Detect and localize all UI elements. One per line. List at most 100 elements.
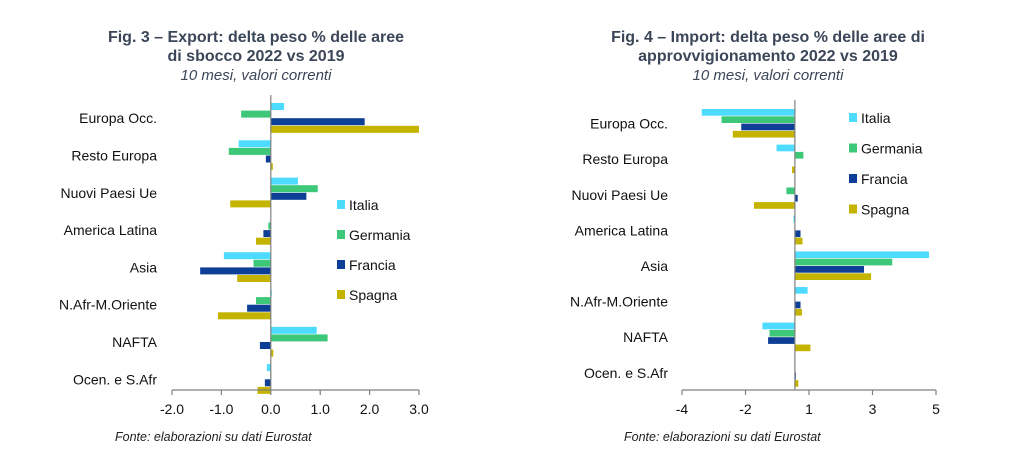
bar-spagna <box>794 237 803 245</box>
bar-italia <box>270 326 317 334</box>
title-line-1: Fig. 3 – Export: delta peso % delle aree <box>107 29 405 46</box>
category-label: America Latina <box>64 222 158 238</box>
legend-label-italia: Italia <box>349 197 379 213</box>
bar-germania <box>268 222 271 230</box>
legend-label-francia: Francia <box>349 257 396 273</box>
chart-title-import: Fig. 4 – Import: delta peso % delle aree… <box>512 28 1024 66</box>
bar-italia <box>270 177 298 185</box>
category-label: Europa Occ. <box>590 116 668 132</box>
title-line-2: di sbocco 2022 vs 2019 <box>167 48 345 65</box>
legend-label-germania: Germania <box>861 141 923 157</box>
legend-label-spagna: Spagna <box>349 287 397 303</box>
bar-francia <box>741 123 795 131</box>
bar-germania <box>253 259 271 267</box>
bar-italia <box>266 364 271 372</box>
category-label: Nuovi Paesi Ue <box>572 187 669 203</box>
bar-francia <box>265 155 271 163</box>
legend-swatch-germania <box>849 143 857 153</box>
title-line-1: Fig. 4 – Import: delta peso % delle aree… <box>611 29 925 46</box>
bar-spagna <box>753 202 795 209</box>
bar-italia <box>793 215 795 223</box>
category-label: N.Afr-M.Oriente <box>59 297 157 313</box>
bar-italia <box>776 144 795 152</box>
x-tick-label: 2.0 <box>360 401 380 417</box>
bar-spagna <box>270 163 273 171</box>
bar-francia <box>768 337 795 344</box>
legend-swatch-spagna <box>849 204 857 214</box>
x-tick-label: 3.0 <box>409 401 429 417</box>
legend-swatch-francia <box>849 174 857 183</box>
category-label: Asia <box>130 259 157 275</box>
bar-germania <box>786 187 795 195</box>
bar-francia <box>200 267 271 275</box>
bar-francia <box>794 230 801 238</box>
bar-spagna <box>217 312 271 320</box>
legend-swatch-spagna <box>337 290 345 299</box>
category-label: NAFTA <box>112 334 158 350</box>
x-tick-label: -2.0 <box>160 401 184 417</box>
bar-italia <box>762 322 795 330</box>
x-tick-label: -1.0 <box>209 401 233 417</box>
bar-germania <box>794 151 804 159</box>
category-label: Asia <box>641 258 668 274</box>
bar-spagna <box>230 200 271 208</box>
bar-spagna <box>794 273 872 280</box>
chart-subtitle-import: 10 mesi, valori correnti <box>692 67 844 84</box>
bar-spagna <box>270 125 419 133</box>
bar-francia <box>270 192 307 200</box>
chart-panel-import: Fig. 4 – Import: delta peso % delle aree… <box>512 0 1024 468</box>
bar-germania <box>769 329 795 337</box>
bar-francia <box>794 301 801 309</box>
title-line-2: approvvigionamento 2022 vs 2019 <box>638 48 898 65</box>
x-tick-label: -4 <box>676 401 689 417</box>
legend-label-italia: Italia <box>861 110 891 126</box>
source-note-export: Fonte: elaborazioni su dati Eurostat <box>115 430 312 444</box>
category-label: Resto Europa <box>582 151 668 167</box>
legend-swatch-italia <box>849 113 857 122</box>
source-note-import: Fonte: elaborazioni su dati Eurostat <box>624 430 821 444</box>
bar-spagna <box>237 275 271 282</box>
bar-italia <box>270 103 285 110</box>
bar-germania <box>228 147 271 155</box>
bar-spagna <box>792 166 795 174</box>
bar-francia <box>263 230 271 238</box>
chart-panel-export: Fig. 3 – Export: delta peso % delle aree… <box>0 28 512 444</box>
category-label: Resto Europa <box>71 148 157 164</box>
x-tick-label: 5 <box>932 401 940 417</box>
bar-francia <box>259 342 271 349</box>
legend-label-francia: Francia <box>861 171 908 187</box>
chart-title-export: Fig. 3 – Export: delta peso % delle aree… <box>0 28 512 66</box>
chart-export: Europa Occ. Resto Europa Nuovi Paesi Ue Ame… <box>59 95 429 417</box>
category-label: Europa Occ. <box>79 110 157 126</box>
bar-francia <box>264 379 271 387</box>
x-tick-label: 1.0 <box>310 401 330 417</box>
bar-germania <box>721 116 795 123</box>
bar-spagna <box>255 237 271 245</box>
x-tick-label: 0.0 <box>261 401 281 417</box>
bar-italia <box>794 251 929 259</box>
bar-spagna <box>794 380 799 387</box>
bar-francia <box>794 266 865 273</box>
chart-subtitle-export: 10 mesi, valori correnti <box>180 67 332 84</box>
bar-francia <box>270 118 365 126</box>
x-tick-label: 1 <box>805 401 813 417</box>
bar-germania <box>270 185 318 193</box>
bar-germania <box>794 258 893 266</box>
bar-italia <box>701 109 795 116</box>
category-label: N.Afr-M.Oriente <box>570 294 668 310</box>
bar-italia <box>794 287 808 294</box>
bar-spagna <box>794 344 811 352</box>
chart-import: Europa Occ. Resto Europa Nuovi Paesi Ue Ame… <box>570 100 940 417</box>
category-label: Ocen. e S.Afr <box>584 365 668 381</box>
legend-label-spagna: Spagna <box>861 202 909 218</box>
legend-swatch-germania <box>337 230 345 239</box>
legend-label-germania: Germania <box>349 227 411 243</box>
bar-francia <box>794 194 798 202</box>
legend-swatch-francia <box>337 260 345 269</box>
category-label: Ocen. e S.Afr <box>73 371 157 387</box>
bar-germania <box>255 297 271 305</box>
bar-italia <box>223 252 271 260</box>
category-label: NAFTA <box>623 329 669 345</box>
bar-spagna <box>732 130 795 138</box>
bar-spagna <box>270 349 274 357</box>
